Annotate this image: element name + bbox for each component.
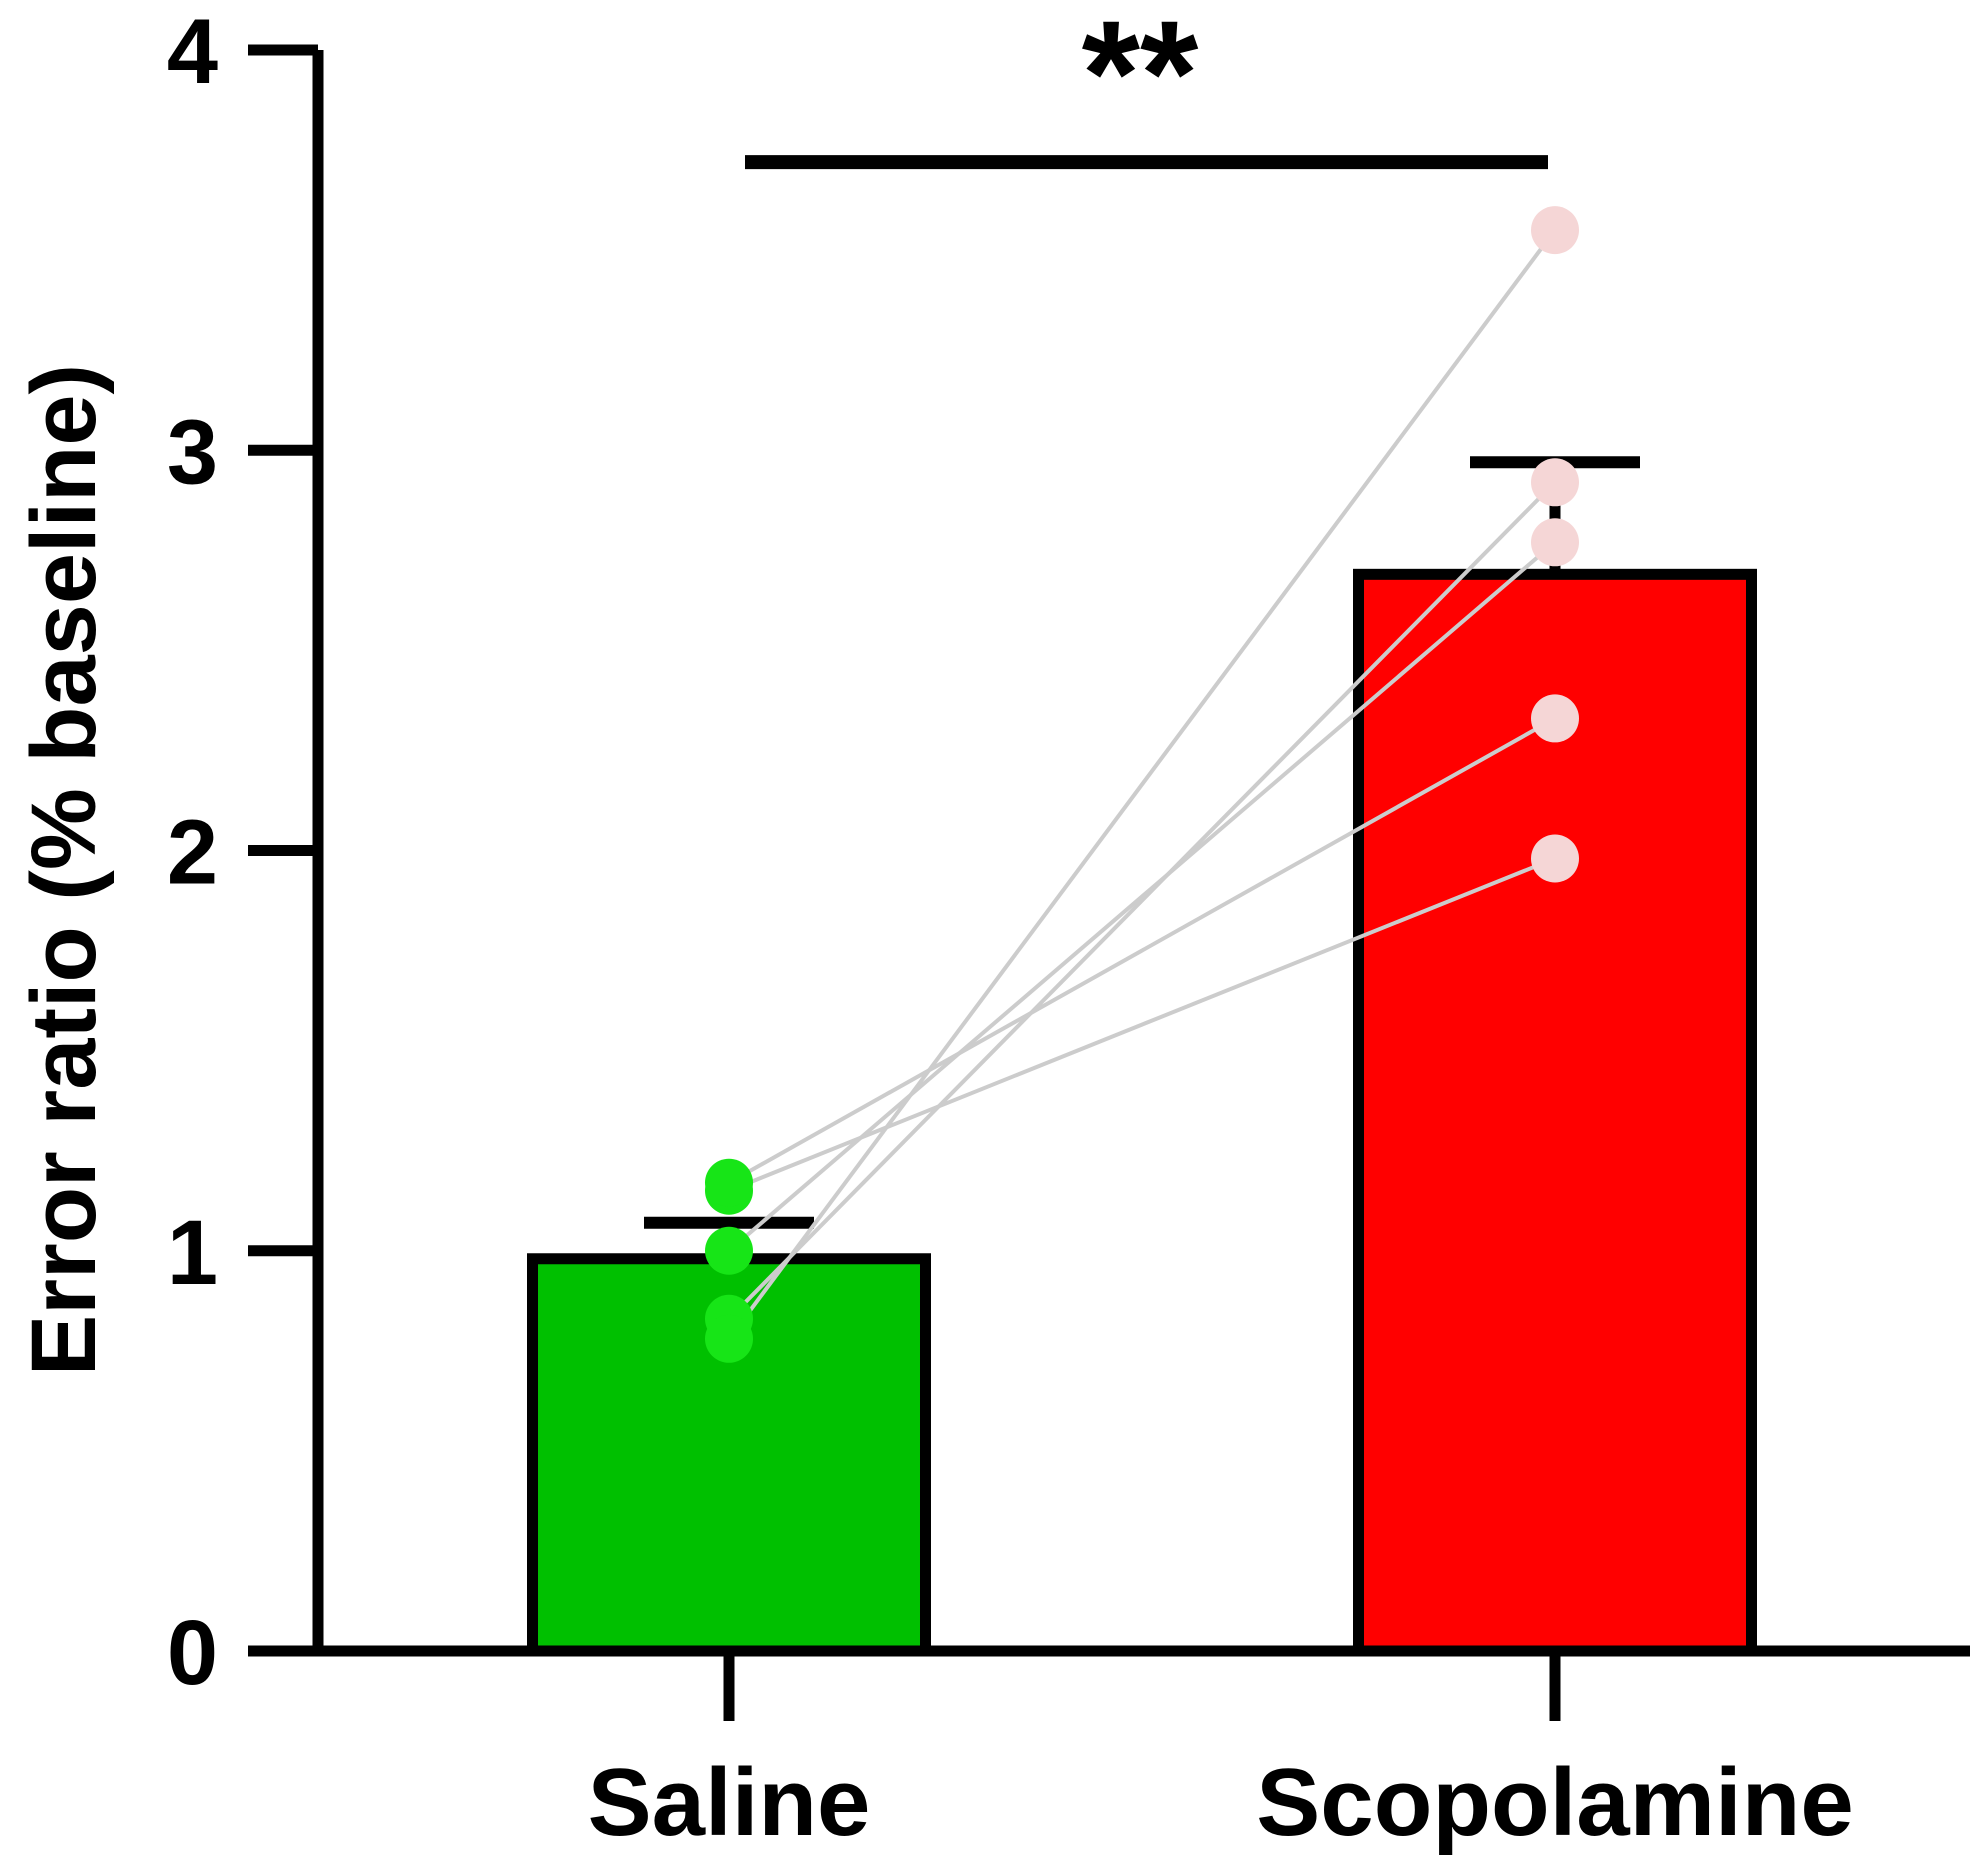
point-scopolamine: [1531, 518, 1579, 567]
x-tick-label-saline: Saline: [588, 1749, 871, 1856]
y-tick-label: 4: [167, 1, 218, 103]
point-scopolamine: [1531, 834, 1579, 883]
y-axis-title: Error ratio (% baseline): [13, 364, 115, 1376]
pair-line: [727, 228, 1557, 1340]
pair-line: [728, 856, 1556, 1193]
pair-line: [727, 540, 1557, 1253]
x-tick-label-scopolamine: Scopolamine: [1256, 1749, 1853, 1856]
significance-label: **: [1082, 0, 1199, 157]
y-tick-label: 3: [167, 401, 218, 503]
y-tick-label: 2: [167, 802, 218, 904]
point-saline: [705, 1158, 753, 1207]
point-scopolamine: [1531, 694, 1579, 743]
point-saline: [705, 1226, 753, 1275]
point-scopolamine: [1531, 206, 1579, 255]
plot-area: 0 1 2 3 4 Saline Scopolamine **: [167, 0, 1970, 1856]
y-tick-label: 0: [167, 1602, 218, 1704]
pair-line: [727, 480, 1557, 1321]
point-saline: [705, 1314, 753, 1363]
point-scopolamine: [1531, 458, 1579, 507]
pair-line: [728, 716, 1556, 1185]
y-tick-label: 1: [167, 1202, 218, 1304]
bar-scopolamine: [1353, 568, 1757, 1657]
